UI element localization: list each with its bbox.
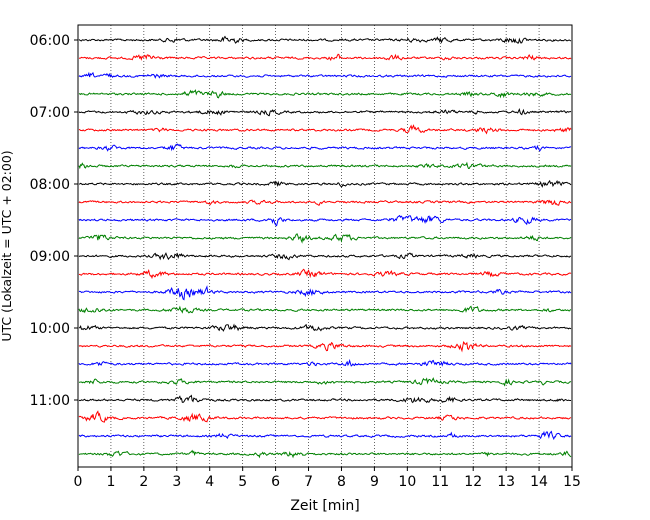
y-tick-label: 06:00 (30, 33, 70, 49)
y-tick-label: 10:00 (30, 321, 70, 337)
x-tick-label: 4 (205, 474, 214, 490)
seismic-trace (78, 285, 572, 301)
seismic-trace (78, 214, 572, 227)
seismic-trace (78, 53, 572, 62)
y-tick-label: 09:00 (30, 249, 70, 265)
x-tick-label: 7 (304, 474, 313, 490)
seismic-trace (78, 377, 572, 387)
seismic-trace (78, 252, 572, 261)
seismic-trace (78, 71, 572, 79)
plot-frame (77, 24, 573, 468)
x-tick-label: 3 (172, 474, 181, 490)
x-tick-label: 1 (106, 474, 115, 490)
seismic-trace (78, 199, 572, 206)
trace-group (78, 35, 572, 459)
x-tick-label: 12 (464, 474, 482, 490)
seismic-trace (78, 161, 572, 170)
x-tick-label: 11 (431, 474, 449, 490)
x-axis-label: Zeit [min] (290, 498, 359, 514)
x-tick-label: 2 (139, 474, 148, 490)
x-tick-label: 9 (370, 474, 379, 490)
x-tick-label: 10 (398, 474, 416, 490)
seismic-trace (78, 179, 572, 188)
seismic-trace (78, 143, 572, 152)
x-tick-label: 14 (530, 474, 548, 490)
seismic-trace (78, 449, 572, 459)
seismic-trace (78, 394, 572, 404)
y-axis-label: UTC (Lokalzeit = UTC + 02:00) (0, 150, 14, 341)
x-tick-label: 13 (497, 474, 515, 490)
seismic-trace (78, 108, 572, 117)
seismic-trace (78, 410, 572, 423)
seismic-trace (78, 124, 572, 135)
y-axis: 06:00 07:00 08:00 09:00 10:00 11:00 (30, 33, 78, 409)
y-tick-label: 07:00 (30, 105, 70, 121)
x-tick-label: 8 (337, 474, 346, 490)
seismic-trace (78, 89, 572, 99)
x-axis: 0 1 2 3 4 5 6 7 8 9 10 11 12 13 14 15 (74, 467, 581, 490)
x-tick-label: 6 (271, 474, 280, 490)
seismic-trace (78, 305, 572, 314)
seismic-trace (78, 358, 572, 367)
seismic-trace (78, 430, 572, 441)
seismic-trace (78, 35, 572, 44)
y-tick-label: 08:00 (30, 177, 70, 193)
seismic-trace (78, 323, 572, 332)
seismic-trace (78, 268, 572, 280)
y-tick-label: 11:00 (30, 393, 70, 409)
x-tick-label: 5 (238, 474, 247, 490)
x-tick-label: 15 (563, 474, 581, 490)
seismic-trace (78, 340, 572, 353)
seismic-trace (78, 233, 572, 244)
x-tick-label: 0 (74, 474, 83, 490)
